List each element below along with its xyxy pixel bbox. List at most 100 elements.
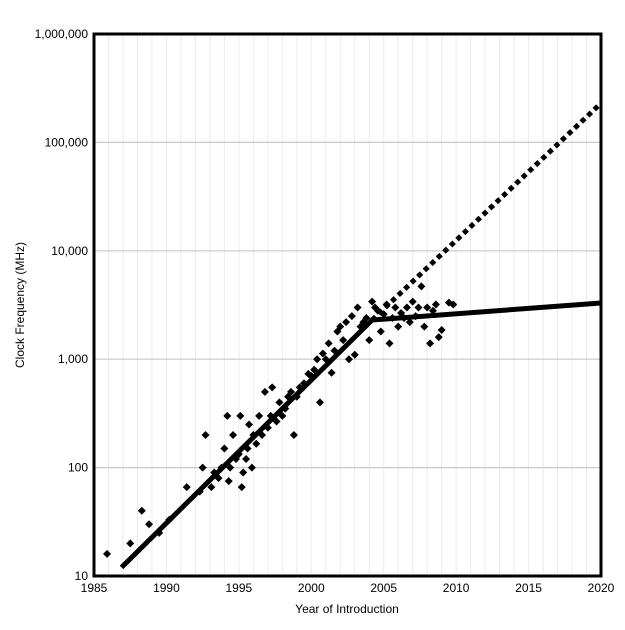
data-point: [428, 306, 437, 315]
data-point: [155, 528, 164, 537]
data-point: [385, 339, 394, 348]
data-point: [236, 411, 245, 420]
x-tick-label: 2015: [515, 581, 542, 595]
data-point: [226, 463, 235, 472]
data-point: [423, 303, 432, 312]
data-point: [324, 339, 333, 348]
data-point: [399, 313, 408, 322]
x-tick-label: 1995: [226, 581, 253, 595]
data-point: [405, 318, 414, 327]
data-point: [376, 327, 385, 336]
data-point: [252, 439, 261, 448]
data-point: [362, 313, 371, 322]
data-point: [318, 349, 327, 358]
data-point: [420, 322, 429, 331]
data-point: [292, 392, 301, 401]
x-tick-label: 2005: [370, 581, 397, 595]
data-point: [339, 336, 348, 345]
x-tick-label: 2020: [588, 581, 615, 595]
data-point: [237, 483, 246, 492]
data-point: [402, 303, 411, 312]
data-point: [263, 423, 272, 432]
data-point: [247, 463, 256, 472]
data-point: [321, 355, 330, 364]
data-point: [408, 297, 417, 306]
trend-lines: [119, 101, 603, 570]
x-axis-label: Year of Introduction: [295, 602, 399, 616]
tick-labels: 1985 1990 1995 2000 2005 2010 2015 2020 10 100 1,0…: [35, 27, 615, 595]
data-point: [198, 463, 207, 472]
data-point: [223, 411, 232, 420]
x-tick-label: 1990: [153, 581, 180, 595]
data-point: [165, 515, 174, 524]
data-point: [330, 346, 339, 355]
data-point: [353, 303, 362, 312]
data-point: [220, 444, 229, 453]
data-point: [368, 297, 377, 306]
y-tick-label: 10,000: [51, 244, 88, 258]
data-point: [287, 387, 296, 396]
data-point: [234, 450, 243, 459]
data-point: [437, 325, 446, 334]
y-tick-label: 100,000: [45, 135, 89, 149]
data-point: [103, 549, 112, 558]
data-point: [307, 371, 316, 380]
data-point: [224, 477, 233, 486]
data-point: [373, 306, 382, 315]
y-tick-label: 100: [68, 461, 88, 475]
y-tick-label: 1,000: [58, 352, 88, 366]
data-point: [379, 310, 388, 319]
data-point: [278, 411, 287, 420]
data-point: [281, 404, 290, 413]
data-point: [417, 282, 426, 291]
data-point: [239, 468, 248, 477]
data-point: [210, 468, 219, 477]
data-point: [244, 420, 253, 429]
data-point: [382, 300, 391, 309]
data-point: [327, 368, 336, 377]
data-point: [426, 339, 435, 348]
data-point: [394, 322, 403, 331]
x-tick-label: 1985: [81, 581, 108, 595]
data-point: [310, 365, 319, 374]
data-point: [391, 303, 400, 312]
data-point: [260, 387, 269, 396]
data-point: [336, 322, 345, 331]
data-point: [315, 398, 324, 407]
data-point: [313, 355, 322, 364]
y-tick-label: 10: [75, 569, 89, 583]
data-point: [217, 463, 226, 472]
data-point: [255, 411, 264, 420]
data-point: [347, 312, 356, 321]
data-point: [434, 333, 443, 342]
data-point: [365, 336, 374, 345]
data-point: [295, 383, 304, 392]
data-point: [300, 379, 309, 388]
x-tick-label: 2010: [443, 581, 470, 595]
x-tick-label: 2000: [298, 581, 325, 595]
data-point: [201, 430, 210, 439]
data-point: [289, 430, 298, 439]
data-point: [388, 313, 397, 322]
data-point: [258, 430, 267, 439]
data-point: [268, 383, 277, 392]
y-tick-label: 1,000,000: [35, 27, 89, 41]
data-point: [214, 474, 223, 483]
data-point: [431, 300, 440, 309]
data-point: [229, 430, 238, 439]
data-point: [272, 417, 281, 426]
data-point: [243, 444, 252, 453]
data-point: [137, 506, 146, 515]
data-point: [207, 483, 216, 492]
data-point: [414, 303, 423, 312]
data-point: [249, 430, 258, 439]
plot-frame: [92, 32, 603, 578]
data-point: [242, 455, 251, 464]
data-point: [126, 539, 135, 548]
data-point: [449, 300, 458, 309]
data-point: [344, 355, 353, 364]
data-point: [275, 398, 284, 407]
